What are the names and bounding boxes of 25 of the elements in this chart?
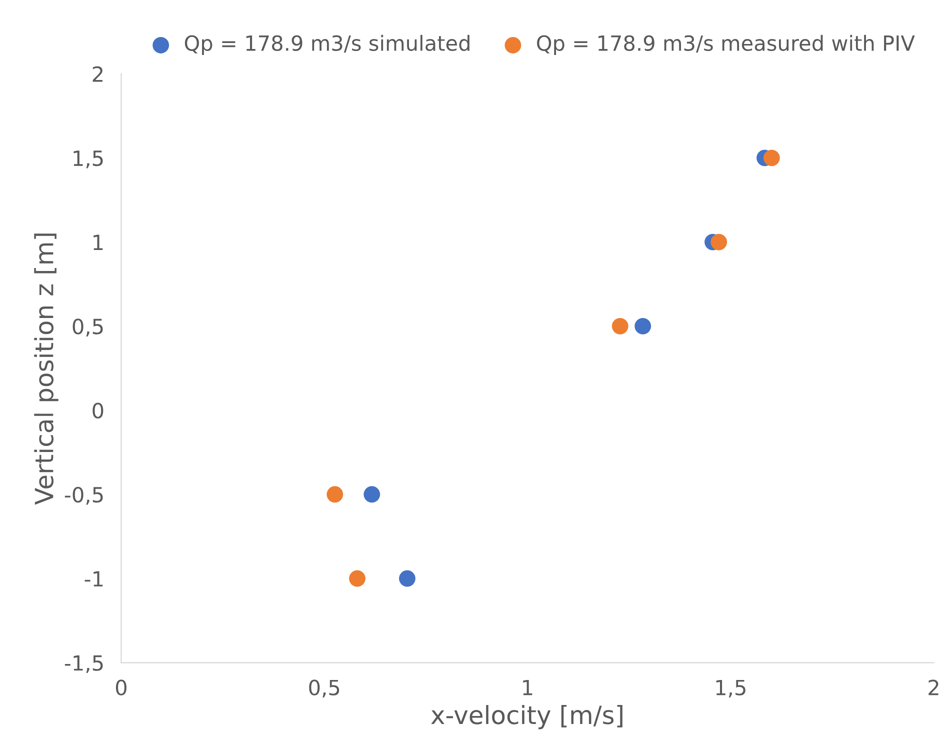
x-axis-title: x-velocity [m/s] — [431, 705, 622, 730]
legend-label: Qp = 178.9 m3/s simulated — [184, 34, 470, 56]
y-tick-label: -1 — [84, 571, 103, 586]
y-tick-label: -0,5 — [64, 486, 103, 505]
x-tick-label: 2 — [928, 680, 938, 696]
legend-label: Qp = 178.9 m3/s measured with PIV — [537, 34, 915, 56]
y-tick-label: 1 — [94, 234, 103, 250]
point — [763, 150, 780, 166]
x-tick-label: 1,5 — [716, 680, 746, 698]
point — [326, 486, 344, 503]
point — [612, 318, 628, 334]
point — [710, 234, 728, 250]
y-tick-label: 0,5 — [72, 318, 103, 336]
y-tick-label: -1,5 — [64, 655, 103, 673]
point — [349, 570, 366, 587]
point — [634, 318, 652, 334]
y-tick-label: 0 — [92, 402, 104, 418]
y-axis-title: Vertical position z [m] — [34, 234, 58, 505]
y-tick-label: 1,5 — [74, 150, 103, 168]
x-tick-label: 0 — [116, 680, 126, 696]
x-tick-label: 1 — [523, 680, 532, 696]
y-tick-label: 2 — [92, 66, 102, 82]
point — [399, 570, 416, 587]
point — [364, 486, 380, 503]
x-tick-label: 0,5 — [309, 680, 340, 698]
